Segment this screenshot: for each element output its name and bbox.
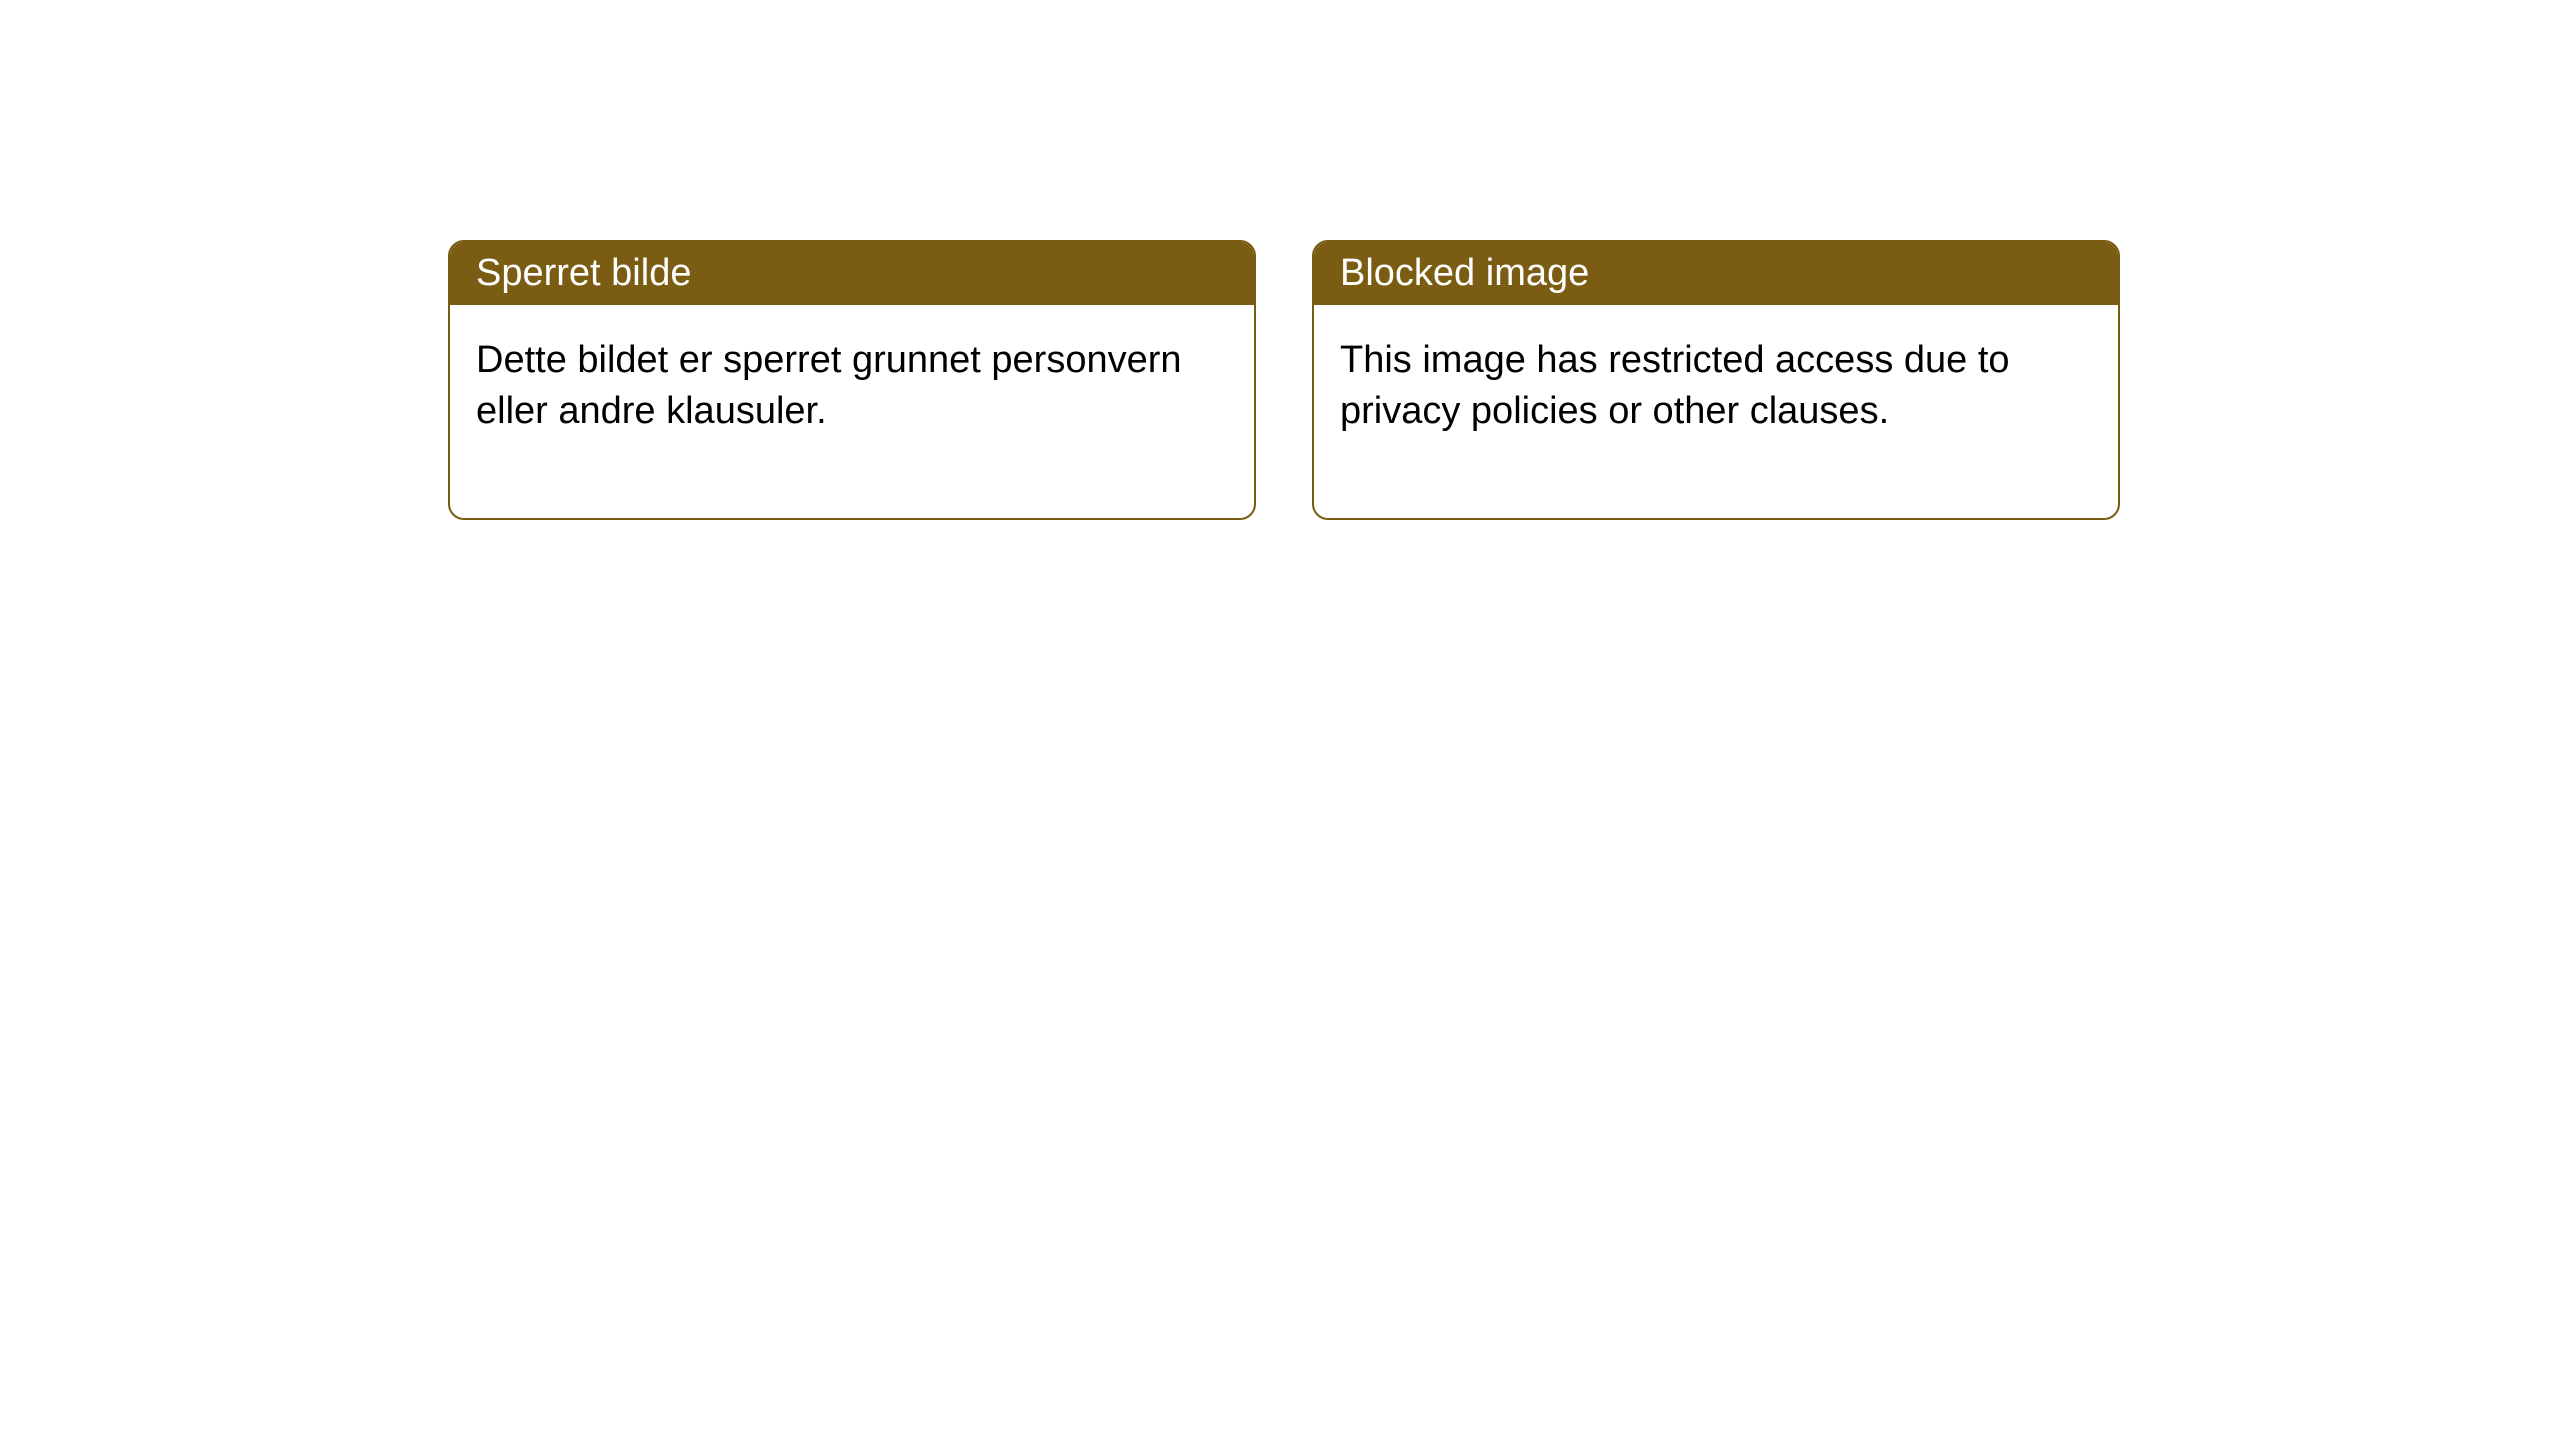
card-title: Sperret bilde (476, 252, 691, 294)
notice-card-norwegian: Sperret bilde Dette bildet er sperret gr… (448, 240, 1256, 520)
card-header: Blocked image (1314, 242, 2118, 305)
card-body: Dette bildet er sperret grunnet personve… (450, 305, 1254, 518)
notice-card-english: Blocked image This image has restricted … (1312, 240, 2120, 520)
card-title: Blocked image (1340, 252, 1589, 294)
notice-cards-container: Sperret bilde Dette bildet er sperret gr… (448, 240, 2120, 520)
card-body-text: Dette bildet er sperret grunnet personve… (476, 339, 1182, 432)
card-body: This image has restricted access due to … (1314, 305, 2118, 518)
card-header: Sperret bilde (450, 242, 1254, 305)
card-body-text: This image has restricted access due to … (1340, 339, 2010, 432)
